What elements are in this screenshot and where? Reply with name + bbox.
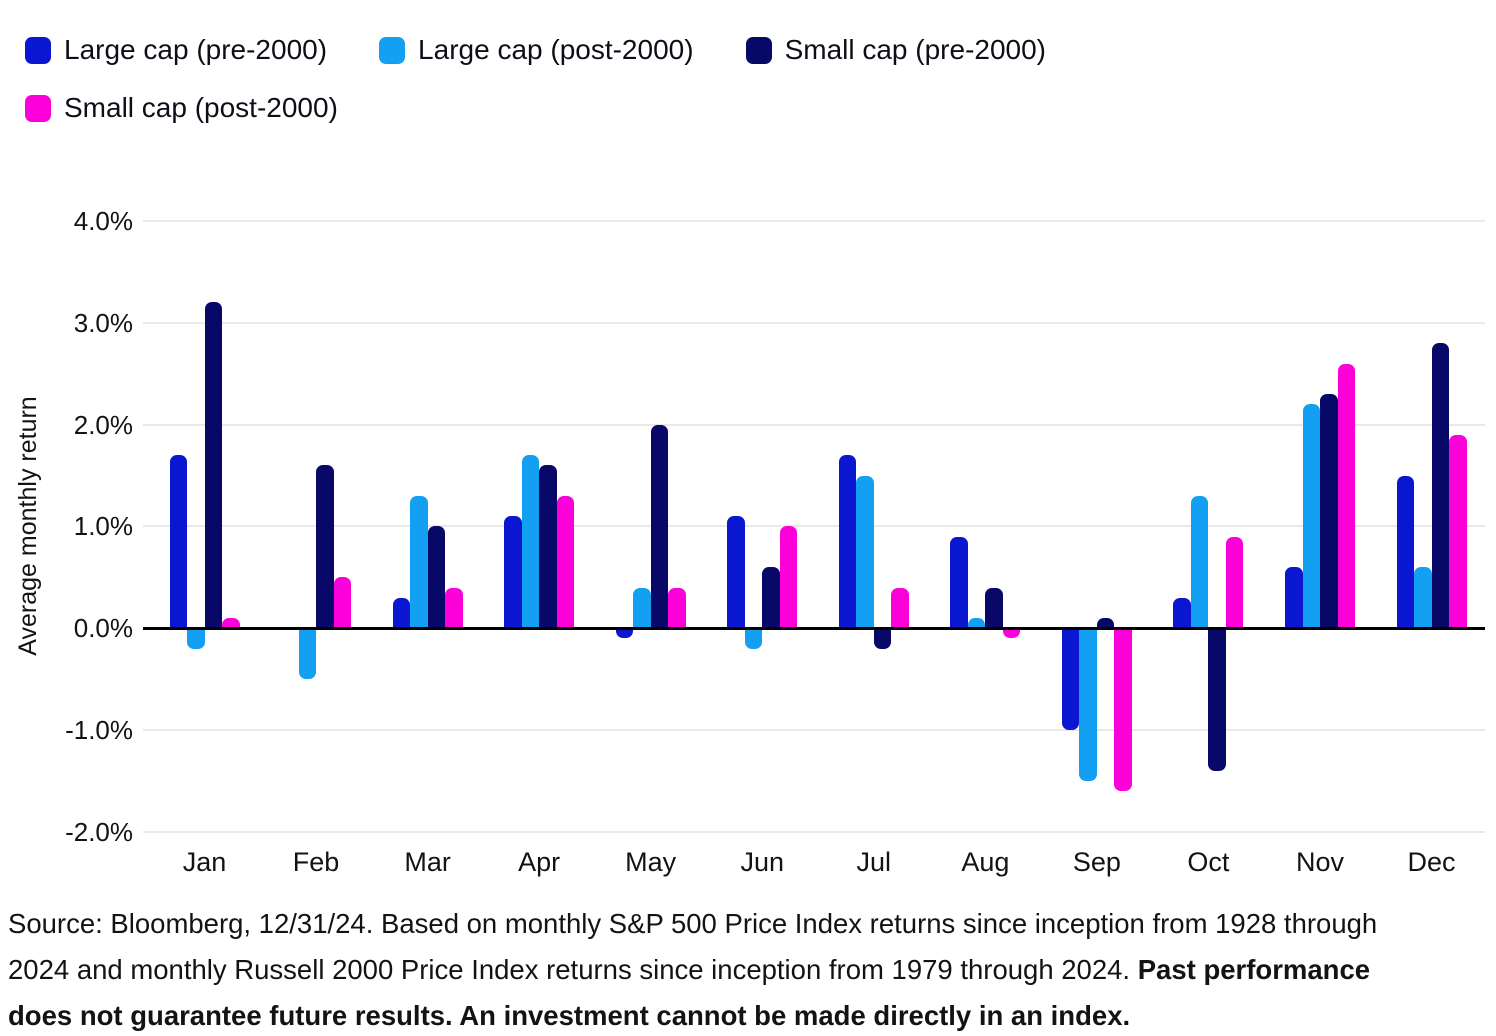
bar-large-cap-pre-2000-jan <box>169 455 187 629</box>
gridline-3-0 <box>143 321 1485 324</box>
bar-small-cap-pre-2000-oct <box>1208 628 1226 771</box>
y-tick-label-2-0: -2.0% <box>65 816 133 847</box>
bar-large-cap-post-2000-mar <box>410 495 428 629</box>
bar-large-cap-post-2000-dec <box>1414 567 1432 629</box>
bar-large-cap-post-2000-jun <box>744 628 763 649</box>
bar-small-cap-pre-2000-apr <box>539 465 557 629</box>
source-note: Source: Bloomberg, 12/31/24. Based on mo… <box>8 901 1440 1036</box>
x-tick-label-apr: Apr <box>518 847 561 877</box>
x-tick-label-oct: Oct <box>1187 847 1230 877</box>
bar-large-cap-pre-2000-jun <box>727 516 745 629</box>
bar-small-cap-post-2000-sep <box>1114 628 1132 792</box>
bar-small-cap-post-2000-feb <box>333 577 352 629</box>
x-tick-label-jan: Jan <box>182 847 227 877</box>
legend-label: Large cap (post-2000) <box>418 34 694 65</box>
bar-small-cap-pre-2000-jul <box>873 628 892 649</box>
bar-large-cap-post-2000-feb <box>298 628 317 680</box>
bar-large-cap-post-2000-nov <box>1302 404 1320 629</box>
gridline-1-0 <box>143 729 1485 732</box>
legend-color-swatch <box>25 94 51 122</box>
bar-small-cap-pre-2000-nov <box>1320 394 1338 629</box>
y-tick-label-3-0: 3.0% <box>73 307 133 338</box>
bar-large-cap-pre-2000-sep <box>1061 628 1080 731</box>
legend-color-swatch <box>379 36 406 64</box>
x-tick-label-feb: Feb <box>292 847 340 877</box>
bar-large-cap-post-2000-sep <box>1079 628 1097 782</box>
legend-label: Large cap (pre-2000) <box>64 34 328 65</box>
bar-large-cap-pre-2000-may <box>615 628 634 639</box>
bar-small-cap-pre-2000-aug <box>985 587 1003 629</box>
source-note-text: Source: Bloomberg, 12/31/24. Based on mo… <box>8 908 1378 985</box>
y-tick-label-1-0: -1.0% <box>65 715 133 746</box>
gridline-1-0 <box>143 525 1485 528</box>
bar-large-cap-post-2000-apr <box>521 455 540 629</box>
bar-small-cap-post-2000-nov <box>1337 363 1355 629</box>
gridline-2-0 <box>143 423 1485 426</box>
bar-small-cap-pre-2000-jan <box>204 302 222 629</box>
bar-large-cap-post-2000-jan <box>187 628 205 649</box>
bar-small-cap-post-2000-jul <box>891 587 909 629</box>
gridline-4-0 <box>143 219 1485 222</box>
bar-small-cap-pre-2000-dec <box>1431 343 1450 629</box>
bar-large-cap-pre-2000-jul <box>838 455 857 629</box>
x-tick-label-nov: Nov <box>1295 847 1344 877</box>
x-axis-zero-line <box>143 626 1485 630</box>
bar-large-cap-pre-2000-nov <box>1285 567 1303 629</box>
x-tick-label-may: May <box>625 847 677 877</box>
bar-small-cap-post-2000-may <box>668 587 686 629</box>
bar-large-cap-pre-2000-aug <box>950 536 968 629</box>
bar-small-cap-post-2000-apr <box>556 495 575 629</box>
bar-small-cap-post-2000-mar <box>445 587 463 629</box>
bar-large-cap-pre-2000-oct <box>1173 597 1191 629</box>
x-tick-label-jul: Jul <box>856 847 892 877</box>
legend-item-large-cap-post-2000: Large cap (post-2000) <box>379 34 694 66</box>
x-tick-label-mar: Mar <box>404 847 451 877</box>
legend-label: Small cap (pre-2000) <box>784 34 1047 65</box>
legend-color-swatch <box>745 36 772 64</box>
x-tick-label-aug: Aug <box>961 847 1010 877</box>
y-tick-label-4-0: 4.0% <box>73 205 133 236</box>
bar-small-cap-post-2000-aug <box>1002 628 1021 639</box>
bar-small-cap-pre-2000-sep <box>1096 618 1115 629</box>
y-tick-label-0-0: 0.0% <box>73 613 133 644</box>
legend-label: Small cap (post-2000) <box>64 92 338 123</box>
bar-large-cap-pre-2000-apr <box>504 516 522 629</box>
bar-small-cap-post-2000-jan <box>222 618 240 629</box>
bar-large-cap-post-2000-oct <box>1190 495 1209 629</box>
bar-small-cap-post-2000-dec <box>1449 434 1467 629</box>
legend-item-small-cap-post-2000: Small cap (post-2000) <box>25 92 338 124</box>
bar-large-cap-post-2000-jul <box>856 475 874 629</box>
bar-large-cap-pre-2000-dec <box>1396 475 1415 629</box>
x-tick-label-dec: Dec <box>1407 847 1456 877</box>
bar-large-cap-post-2000-may <box>633 587 651 629</box>
bar-chart: Average monthly return 4.0% 3.0% 2.0% 1.0% 0… <box>14 205 1485 877</box>
bar-large-cap-post-2000-aug <box>967 618 986 629</box>
bar-small-cap-post-2000-jun <box>779 526 798 629</box>
bar-small-cap-pre-2000-feb <box>316 465 334 629</box>
y-tick-label-2-0: 2.0% <box>73 409 133 440</box>
legend-item-small-cap-pre-2000: Small cap (pre-2000) <box>745 34 1047 66</box>
bar-small-cap-pre-2000-mar <box>427 526 446 629</box>
legend-color-swatch <box>25 36 51 64</box>
legend-item-large-cap-pre-2000: Large cap (pre-2000) <box>25 34 327 66</box>
bar-small-cap-pre-2000-may <box>650 424 669 629</box>
bar-small-cap-pre-2000-jun <box>762 567 780 629</box>
bar-small-cap-post-2000-oct <box>1225 536 1244 629</box>
chart-legend: Large cap (pre-2000) Large cap (post-2000… <box>25 34 1205 124</box>
gridline-2-0 <box>143 830 1485 833</box>
y-tick-label-1-0: 1.0% <box>73 511 133 542</box>
x-tick-label-jun: Jun <box>740 847 785 877</box>
source-note-disclaimer: Past performance does not guarantee futu… <box>8 954 1371 1031</box>
x-tick-label-sep: Sep <box>1072 847 1121 877</box>
bar-large-cap-pre-2000-mar <box>392 597 411 629</box>
